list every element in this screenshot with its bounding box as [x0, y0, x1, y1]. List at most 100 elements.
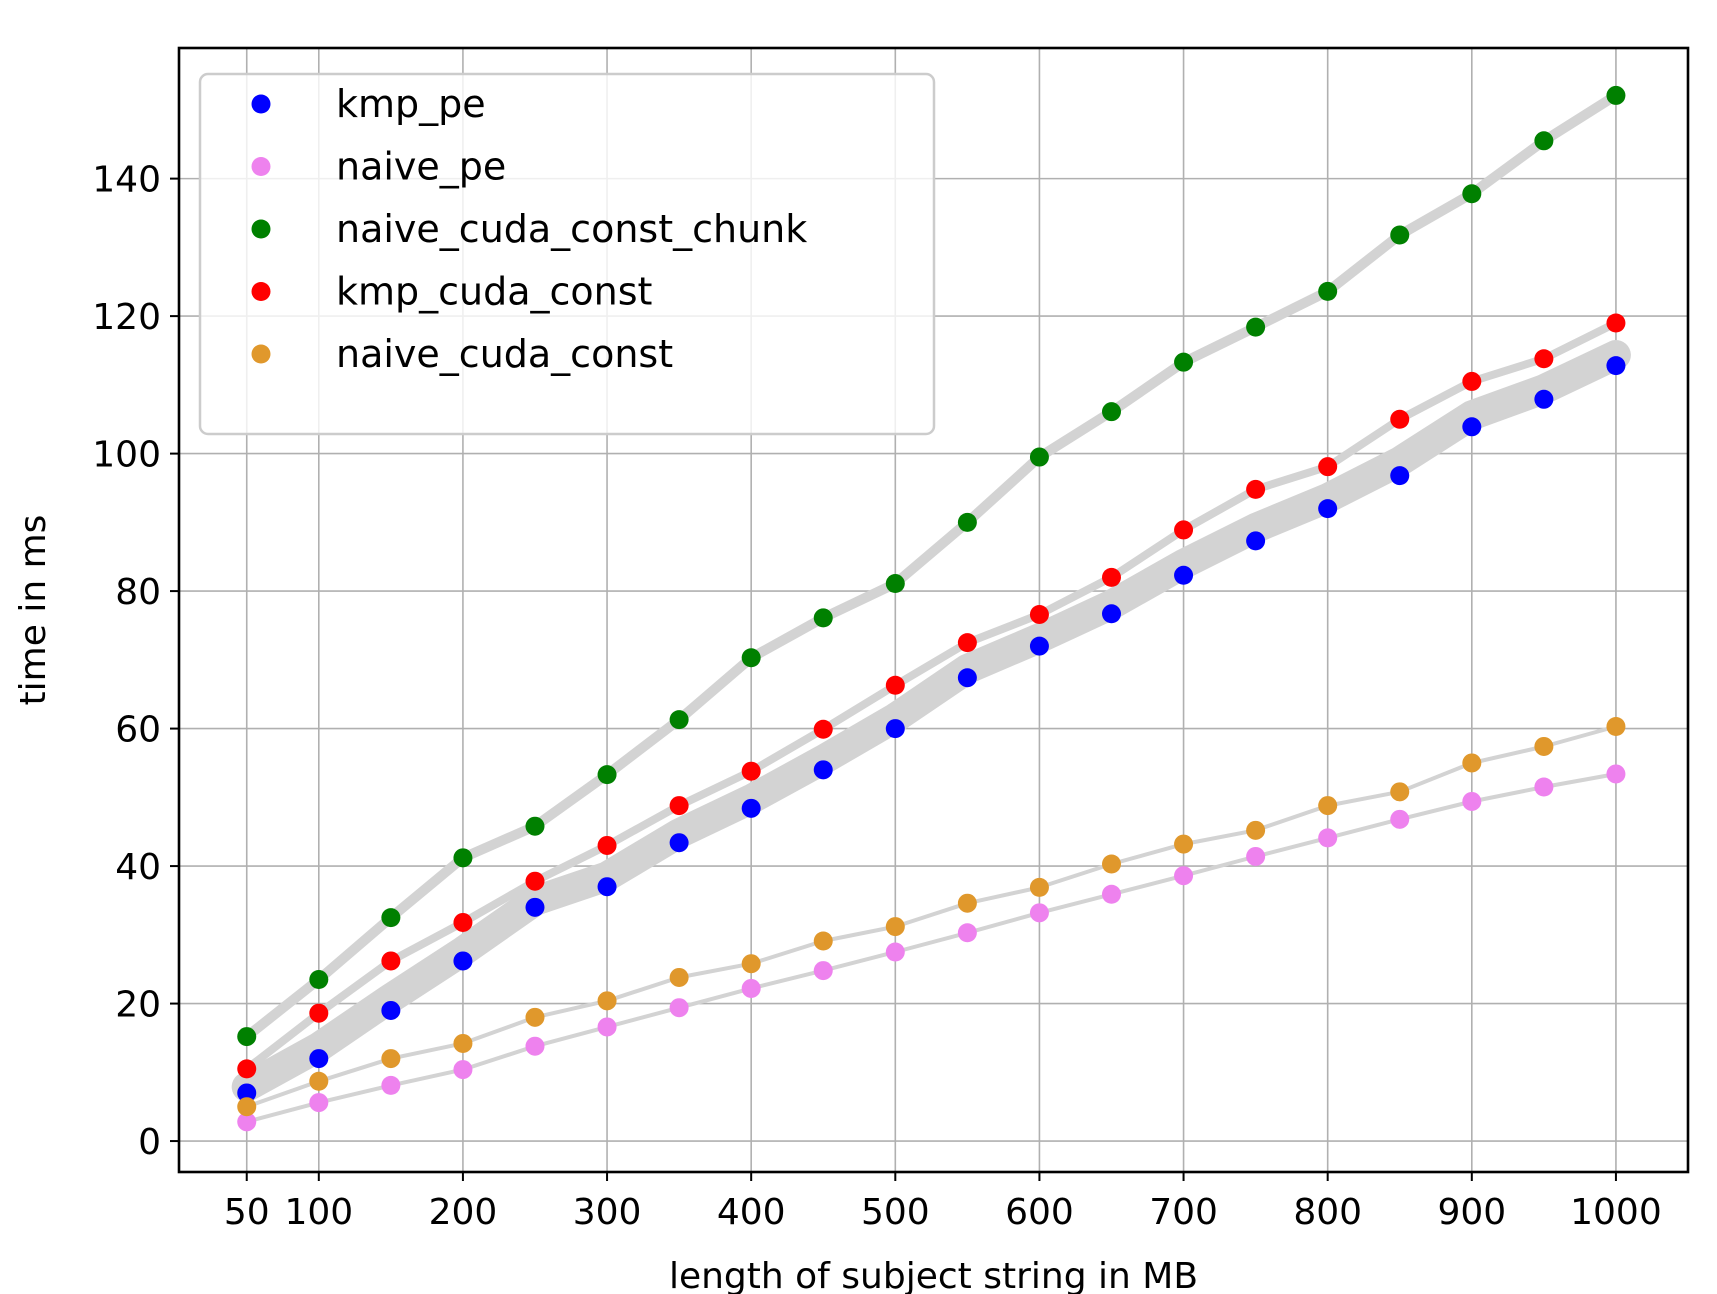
point — [813, 931, 833, 951]
legend-label: naive_cuda_const_chunk — [336, 207, 807, 251]
point — [453, 1033, 473, 1053]
point — [1534, 131, 1554, 151]
legend-label: naive_cuda_const — [336, 332, 673, 376]
point — [813, 961, 833, 981]
point — [741, 954, 761, 974]
point — [237, 1112, 257, 1132]
point — [309, 970, 329, 990]
point — [597, 991, 617, 1011]
point — [1101, 884, 1121, 904]
point — [453, 848, 473, 868]
point — [1462, 791, 1482, 811]
point — [453, 951, 473, 971]
points-layer — [237, 85, 1626, 1132]
point — [741, 761, 761, 781]
point — [1174, 834, 1194, 854]
point — [1390, 809, 1410, 829]
point — [237, 1027, 257, 1047]
legend-marker — [251, 94, 271, 114]
point — [1246, 820, 1266, 840]
point — [1101, 604, 1121, 624]
point — [813, 608, 833, 628]
point — [1174, 565, 1194, 585]
point — [1390, 409, 1410, 429]
y-tick-label: 120 — [92, 297, 161, 338]
point — [1029, 604, 1049, 624]
legend-label: kmp_cuda_const — [336, 270, 652, 314]
point — [1029, 903, 1049, 923]
y-tick-label: 20 — [115, 985, 161, 1026]
point — [309, 1071, 329, 1091]
point — [957, 923, 977, 943]
y-tick-label: 100 — [92, 435, 161, 476]
legend-label: kmp_pe — [336, 82, 486, 126]
x-tick-label: 200 — [429, 1192, 498, 1233]
bands-layer — [231, 90, 1631, 1124]
point — [597, 835, 617, 855]
x-axis-label: length of subject string in MB — [669, 1256, 1198, 1294]
point — [1101, 854, 1121, 874]
legend-label: naive_pe — [336, 145, 506, 189]
point — [597, 877, 617, 897]
x-tick-label: 300 — [573, 1192, 642, 1233]
y-tick-label: 0 — [138, 1122, 161, 1163]
legend-box — [198, 72, 936, 436]
point — [669, 967, 689, 987]
point — [669, 998, 689, 1018]
point — [1318, 796, 1338, 816]
plot-frame — [177, 46, 1690, 1174]
point — [597, 1017, 617, 1037]
series-kmp_pe — [237, 356, 1626, 1103]
point — [309, 1003, 329, 1023]
point — [1534, 736, 1554, 756]
point — [1462, 184, 1482, 204]
point — [525, 1007, 545, 1027]
point — [1606, 85, 1626, 105]
point — [885, 917, 905, 937]
x-tick-label: 100 — [284, 1192, 353, 1233]
point — [1029, 447, 1049, 467]
point — [1246, 317, 1266, 337]
naive-cuda-line — [244, 724, 1618, 1109]
legend: kmp_pe naive_pe naive_cuda_const_chunk kmp_… — [198, 72, 936, 436]
y-tick-label: 140 — [92, 160, 161, 201]
point — [669, 833, 689, 853]
point — [453, 1060, 473, 1080]
series-naive_cuda_const_chunk — [237, 85, 1626, 1047]
point — [237, 1059, 257, 1079]
point — [381, 1000, 401, 1020]
x-tick-label: 600 — [1005, 1192, 1074, 1233]
point — [1246, 846, 1266, 866]
x-tick-label: 1000 — [1570, 1192, 1662, 1233]
point — [957, 512, 977, 532]
point — [1534, 777, 1554, 797]
x-tick-label: 900 — [1437, 1192, 1506, 1233]
point — [1318, 457, 1338, 477]
kmp-cuda-line — [242, 319, 1620, 1073]
point — [885, 942, 905, 962]
x-tick-label: 700 — [1149, 1192, 1218, 1233]
point — [525, 871, 545, 891]
point — [453, 912, 473, 932]
point — [1246, 531, 1266, 551]
point — [309, 1049, 329, 1069]
y-tick-label: 80 — [115, 572, 161, 613]
point — [741, 648, 761, 668]
x-tick-label: 50 — [224, 1192, 270, 1233]
y-axis-label: time in ms — [13, 515, 54, 706]
point — [237, 1097, 257, 1117]
point — [381, 1049, 401, 1069]
point — [669, 710, 689, 730]
point — [381, 951, 401, 971]
x-tick-label: 400 — [717, 1192, 786, 1233]
point — [1174, 352, 1194, 372]
point — [741, 978, 761, 998]
point — [597, 765, 617, 785]
point — [1606, 764, 1626, 784]
point — [525, 1036, 545, 1056]
series-naive_cuda_const — [237, 717, 1626, 1117]
point — [1318, 828, 1338, 848]
point — [1606, 313, 1626, 333]
point — [1390, 466, 1410, 486]
